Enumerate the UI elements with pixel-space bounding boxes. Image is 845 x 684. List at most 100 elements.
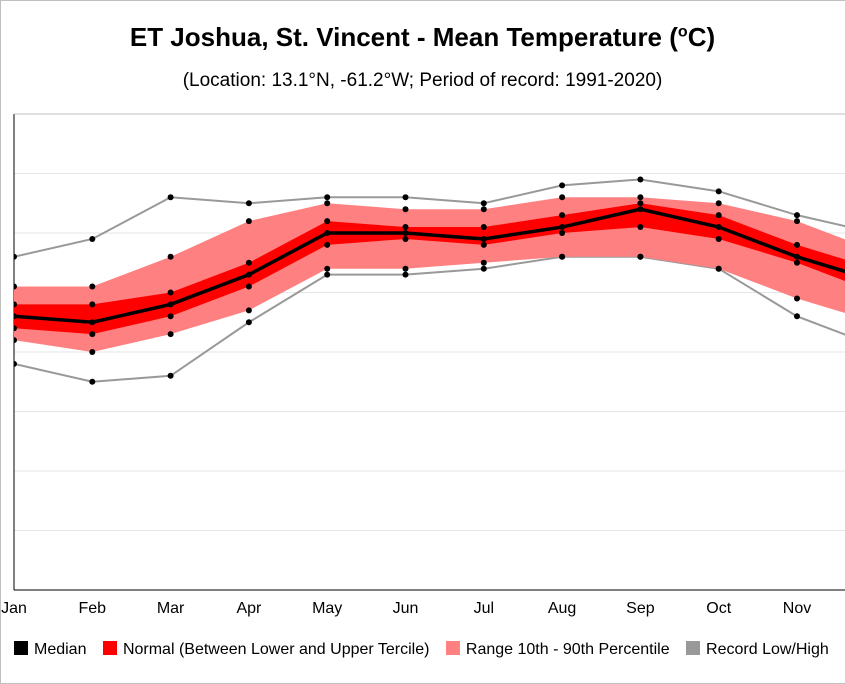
legend-swatch-median <box>14 641 28 655</box>
range-lower-point <box>324 265 331 272</box>
x-tick-label: Nov <box>783 600 811 617</box>
record-low-point <box>480 265 487 272</box>
record-low-point <box>89 378 96 385</box>
range-lower-point <box>637 253 644 260</box>
median-point <box>324 230 331 236</box>
range-lower-point <box>89 349 96 355</box>
normal-lower-point <box>637 224 644 231</box>
normal-upper-point <box>324 218 331 225</box>
normal-upper-point <box>14 301 17 308</box>
median-point <box>794 253 800 260</box>
range-upper-point <box>794 218 800 225</box>
legend-median: Median <box>14 641 86 659</box>
range-lower-point <box>245 307 252 314</box>
normal-lower-point <box>89 331 96 338</box>
x-tick-label: Jan <box>1 600 27 617</box>
normal-lower-point <box>402 235 409 242</box>
x-tick-label: May <box>312 600 342 617</box>
median-point <box>402 230 409 236</box>
range-upper-point <box>14 283 17 290</box>
median-point <box>559 224 566 231</box>
normal-upper-point <box>167 289 174 296</box>
record-high-point <box>402 194 409 201</box>
legend-swatch-record <box>686 641 701 655</box>
range-upper-point <box>559 194 566 201</box>
record-high-point <box>167 194 174 201</box>
range-lower-point <box>559 253 566 260</box>
legend-range: Range 10th - 90th Percentile <box>445 641 670 659</box>
x-tick-label: Sep <box>626 600 655 617</box>
record-low-point <box>245 319 252 326</box>
legend-normal: Normal (Between Lower and Upper Tercile) <box>102 641 429 659</box>
legend-record: Record Low/High <box>686 641 829 659</box>
chart-legend: Median Normal (Between Lower and Upper T… <box>14 641 845 665</box>
normal-lower-point <box>794 259 800 266</box>
normal-upper-point <box>480 224 487 231</box>
normal-upper-point <box>637 200 644 207</box>
x-tick-label: Jun <box>393 600 419 617</box>
normal-lower-point <box>245 283 252 290</box>
normal-lower-point <box>559 230 566 236</box>
range-upper-point <box>89 283 96 290</box>
normal-lower-point <box>14 325 17 332</box>
range-lower-point <box>14 337 17 344</box>
range-upper-point <box>324 200 331 207</box>
record-high-point <box>89 235 96 242</box>
median-point <box>480 235 487 242</box>
range-upper-point <box>480 206 487 213</box>
range-lower-point <box>794 295 800 302</box>
range-lower-point <box>480 259 487 266</box>
normal-lower-point <box>167 313 174 320</box>
normal-upper-point <box>245 259 252 266</box>
median-point <box>14 313 17 320</box>
normal-upper-point <box>559 212 566 219</box>
normal-lower-point <box>324 241 331 248</box>
x-tick-label: Mar <box>157 600 185 617</box>
normal-lower-point <box>480 241 487 248</box>
record-high-point <box>637 176 644 183</box>
record-high-point <box>794 212 800 219</box>
x-tick-label: Apr <box>236 600 262 617</box>
record-high-point <box>715 188 722 195</box>
record-high-point <box>324 194 331 201</box>
normal-upper-point <box>402 224 409 231</box>
title-superscript: o <box>677 23 688 41</box>
record-high-line <box>14 178 845 258</box>
median-point <box>715 224 722 231</box>
range-upper-point <box>402 206 409 213</box>
record-low-point <box>324 271 331 278</box>
normal-upper-point <box>794 241 800 248</box>
record-high-point <box>480 200 487 207</box>
range-lower-point <box>167 331 174 338</box>
normal-upper-point <box>89 301 96 308</box>
legend-swatch-normal <box>102 641 117 655</box>
x-tick-label: Feb <box>79 600 107 617</box>
range-lower-point <box>715 265 722 272</box>
median-point <box>245 271 252 278</box>
range-upper-point <box>245 218 252 225</box>
record-low-point <box>794 313 800 320</box>
chart-title: ET Joshua, St. Vincent - Mean Temperatur… <box>129 22 716 52</box>
x-tick-label: Aug <box>548 600 576 617</box>
chart-subtitle: (Location: 13.1°N, -61.2°W; Period of re… <box>182 70 663 91</box>
range-upper-point <box>167 253 174 260</box>
record-low-point <box>402 271 409 278</box>
median-point <box>167 301 174 308</box>
normal-upper-point <box>715 212 722 219</box>
range-upper-point <box>637 194 644 201</box>
x-tick-label: Oct <box>706 600 731 617</box>
plot-area <box>14 176 845 385</box>
record-high-point <box>245 200 252 207</box>
x-tick-label: Jul <box>474 600 494 617</box>
percentile-range-band <box>14 197 845 352</box>
range-upper-point <box>715 200 722 207</box>
record-high-point <box>14 253 17 260</box>
median-line <box>14 207 845 325</box>
median-point <box>89 319 96 326</box>
record-low-point <box>14 360 17 367</box>
legend-swatch-range <box>445 641 460 655</box>
record-high-point <box>559 182 566 189</box>
median-point <box>637 206 644 213</box>
record-low-point <box>167 372 174 379</box>
